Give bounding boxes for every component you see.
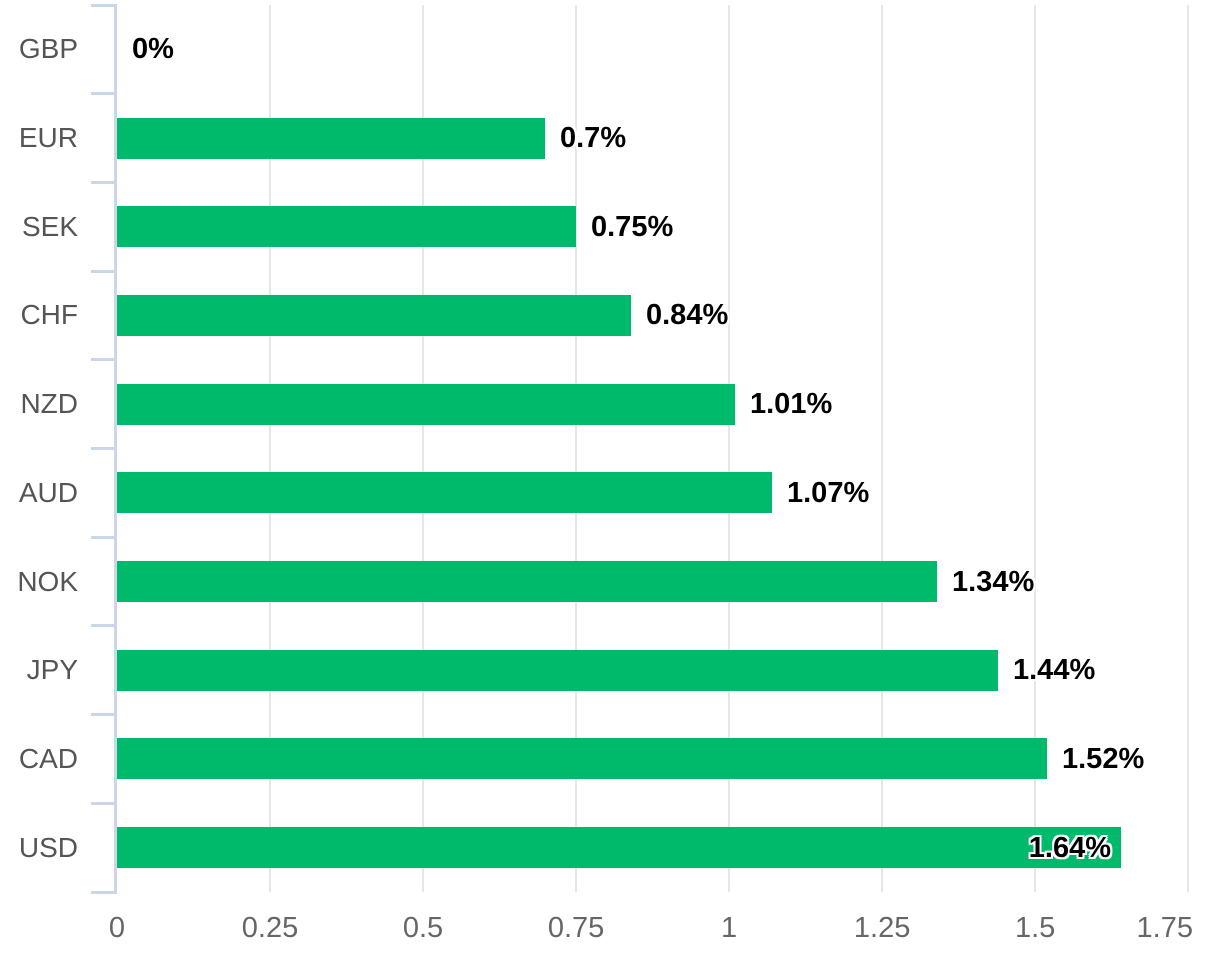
bar-cad[interactable] bbox=[117, 738, 1047, 779]
y-axis-label-jpy: JPY bbox=[26, 654, 78, 685]
y-axis-label-aud: AUD bbox=[18, 477, 78, 508]
y-axis-tick bbox=[91, 92, 117, 96]
y-axis-label-chf: CHF bbox=[20, 299, 78, 330]
y-axis-label-eur: EUR bbox=[18, 122, 78, 153]
data-label-gbp: 0% bbox=[132, 33, 174, 65]
x-gridline bbox=[269, 5, 272, 892]
y-axis-label-nok: NOK bbox=[17, 566, 78, 597]
y-axis-label-usd: USD bbox=[18, 832, 78, 863]
bar-nzd[interactable] bbox=[117, 384, 735, 425]
y-axis-label-sek: SEK bbox=[21, 211, 78, 242]
x-gridline bbox=[881, 5, 884, 892]
x-axis-label-0.25: 0.25 bbox=[241, 912, 299, 944]
data-label-sek: 0.75% bbox=[591, 211, 674, 243]
y-axis-tick bbox=[91, 269, 117, 273]
bar-aud[interactable] bbox=[117, 472, 772, 513]
bar-sek[interactable] bbox=[117, 206, 576, 247]
y-axis-tick bbox=[91, 890, 117, 894]
y-axis-tick bbox=[91, 3, 117, 7]
bar-nok[interactable] bbox=[117, 561, 937, 602]
data-label-jpy: 1.44% bbox=[1013, 654, 1096, 686]
x-axis-label-1.75: 1.75 bbox=[1136, 912, 1193, 944]
x-axis-label-1: 1 bbox=[721, 912, 738, 944]
y-axis-tick bbox=[91, 535, 117, 539]
y-axis-tick bbox=[91, 713, 117, 717]
x-axis-label-1.25: 1.25 bbox=[853, 912, 911, 944]
y-axis-label-nzd: NZD bbox=[20, 388, 78, 419]
data-label-eur: 0.7% bbox=[560, 122, 627, 154]
x-axis-label-0.5: 0.5 bbox=[402, 912, 444, 944]
y-axis-tick bbox=[91, 447, 117, 450]
y-axis-tick bbox=[91, 180, 117, 184]
y-axis-tick bbox=[91, 358, 117, 362]
x-gridline bbox=[728, 5, 731, 892]
x-gridline bbox=[422, 5, 425, 892]
y-axis-tick bbox=[91, 624, 117, 628]
x-axis-label-0: 0 bbox=[108, 912, 126, 944]
bar-usd[interactable] bbox=[117, 827, 1121, 868]
data-label-nzd: 1.01% bbox=[750, 388, 833, 420]
data-label-nok: 1.34% bbox=[952, 566, 1035, 598]
data-label-usd: 1.64% bbox=[1028, 832, 1111, 864]
bar-jpy[interactable] bbox=[117, 650, 998, 691]
bar-eur[interactable] bbox=[117, 118, 545, 159]
y-axis-label-gbp: GBP bbox=[18, 33, 78, 64]
x-gridline bbox=[575, 5, 578, 892]
x-axis-label-0.75: 0.75 bbox=[547, 912, 605, 944]
x-gridline bbox=[1034, 5, 1037, 892]
x-gridline bbox=[1187, 5, 1190, 892]
y-axis-label-cad: CAD bbox=[18, 743, 78, 774]
x-axis-label-1.5: 1.5 bbox=[1014, 912, 1056, 944]
data-label-cad: 1.52% bbox=[1062, 743, 1145, 775]
bar-chf[interactable] bbox=[117, 295, 631, 336]
data-label-chf: 0.84% bbox=[646, 299, 729, 331]
y-axis-tick bbox=[91, 801, 117, 805]
data-label-aud: 1.07% bbox=[787, 477, 870, 509]
